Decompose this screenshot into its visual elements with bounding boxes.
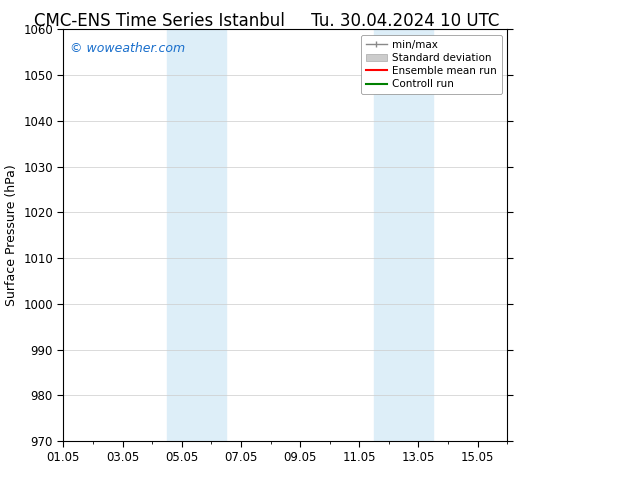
Bar: [374, 29, 433, 441]
Text: CMC-ENS Time Series Istanbul     Tu. 30.04.2024 10 UTC: CMC-ENS Time Series Istanbul Tu. 30.04.2…: [34, 12, 499, 30]
Y-axis label: Surface Pressure (hPa): Surface Pressure (hPa): [4, 164, 18, 306]
Text: © woweather.com: © woweather.com: [70, 42, 185, 55]
Legend: min/max, Standard deviation, Ensemble mean run, Controll run: min/max, Standard deviation, Ensemble me…: [361, 35, 502, 95]
Bar: [167, 29, 226, 441]
